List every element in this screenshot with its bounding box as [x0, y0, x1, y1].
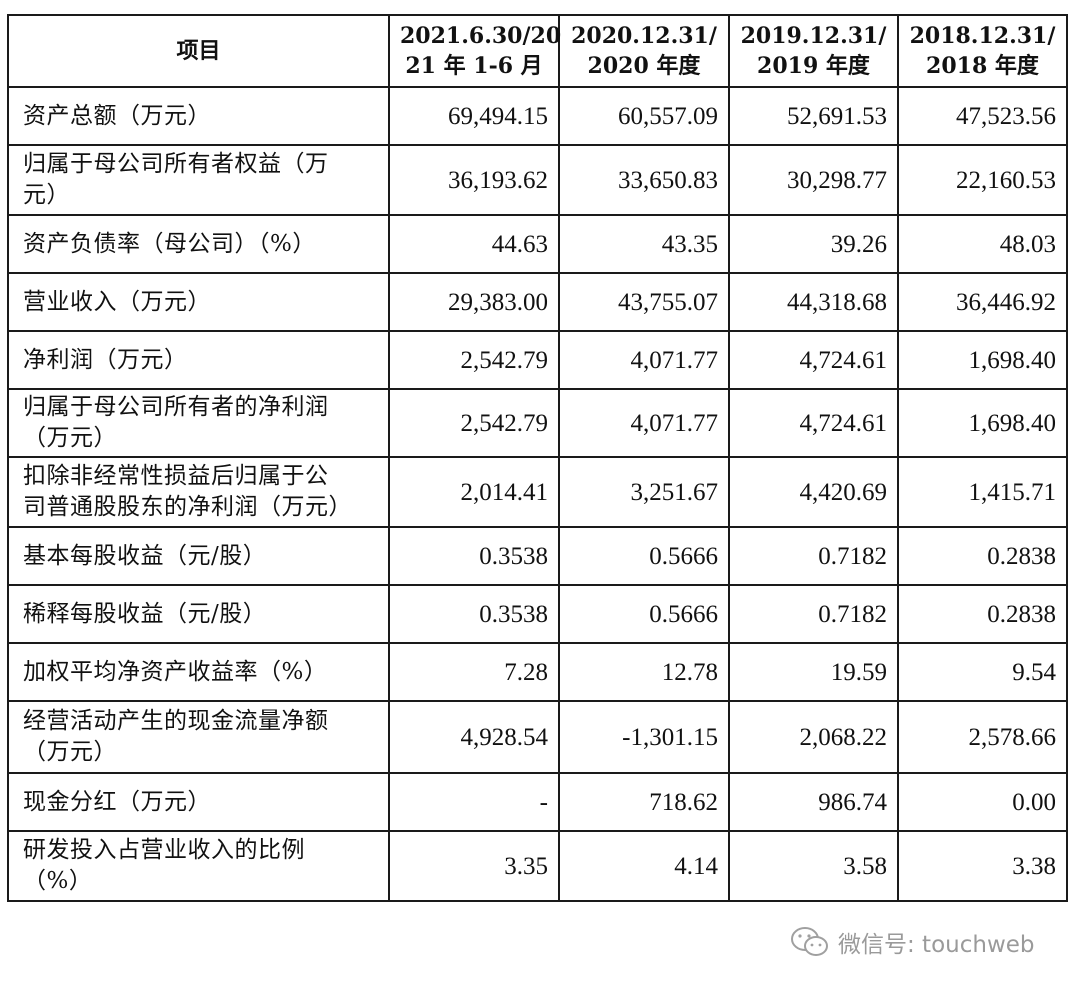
header-period-2019: 2019.12.31/ 2019 年度	[728, 14, 899, 88]
cell-value: 2,578.66	[897, 700, 1068, 774]
cell-value: 1,415.71	[897, 456, 1068, 528]
table-row: 研发投入占营业收入的比例 （%） 3.35 4.14 3.58 3.38	[7, 830, 1068, 902]
cell-value: 986.74	[728, 772, 899, 832]
cell-value: 1,698.40	[897, 330, 1068, 390]
cell-value: 60,557.09	[558, 86, 730, 146]
cell-value: 0.7182	[728, 584, 899, 644]
cell-value: 36,193.62	[388, 144, 560, 216]
table-row: 营业收入（万元） 29,383.00 43,755.07 44,318.68 3…	[7, 272, 1068, 332]
table-row: 加权平均净资产收益率（%） 7.28 12.78 19.59 9.54	[7, 642, 1068, 702]
cell-value: 22,160.53	[897, 144, 1068, 216]
cell-value: 1,698.40	[897, 388, 1068, 458]
row-label: 营业收入（万元）	[7, 272, 390, 332]
row-label: 扣除非经常性损益后归属于公 司普通股股东的净利润（万元）	[7, 456, 390, 528]
cell-value: 3.38	[897, 830, 1068, 902]
cell-value: 0.00	[897, 772, 1068, 832]
cell-value: 39.26	[728, 214, 899, 274]
table-row: 归属于母公司所有者的净利润 （万元） 2,542.79 4,071.77 4,7…	[7, 388, 1068, 458]
cell-value: 29,383.00	[388, 272, 560, 332]
cell-value: 7.28	[388, 642, 560, 702]
cell-value: 44.63	[388, 214, 560, 274]
cell-value: 0.2838	[897, 526, 1068, 586]
cell-value: 3.35	[388, 830, 560, 902]
cell-value: -1,301.15	[558, 700, 730, 774]
table-row: 经营活动产生的现金流量净额 （万元） 4,928.54 -1,301.15 2,…	[7, 700, 1068, 774]
cell-value: 4,071.77	[558, 388, 730, 458]
cell-value: 33,650.83	[558, 144, 730, 216]
table-row: 基本每股收益（元/股） 0.3538 0.5666 0.7182 0.2838	[7, 526, 1068, 586]
cell-value: 12.78	[558, 642, 730, 702]
header-period-2020: 2020.12.31/ 2020 年度	[558, 14, 730, 88]
cell-value: 0.2838	[897, 584, 1068, 644]
row-label: 现金分红（万元）	[7, 772, 390, 832]
watermark-text: 微信号: touchweb	[838, 932, 1035, 958]
row-label: 基本每股收益（元/股）	[7, 526, 390, 586]
cell-value: 2,068.22	[728, 700, 899, 774]
cell-value: 0.7182	[728, 526, 899, 586]
cell-value: 2,542.79	[388, 388, 560, 458]
table-row: 资产总额（万元） 69,494.15 60,557.09 52,691.53 4…	[7, 86, 1068, 146]
cell-value: 4.14	[558, 830, 730, 902]
header-item: 项目	[7, 14, 390, 88]
cell-value: 48.03	[897, 214, 1068, 274]
cell-value: 0.5666	[558, 526, 730, 586]
wechat-icon	[790, 926, 830, 958]
cell-value: 69,494.15	[388, 86, 560, 146]
row-label: 研发投入占营业收入的比例 （%）	[7, 830, 390, 902]
table-row: 归属于母公司所有者权益（万 元） 36,193.62 33,650.83 30,…	[7, 144, 1068, 216]
cell-value: 3,251.67	[558, 456, 730, 528]
cell-value: 718.62	[558, 772, 730, 832]
cell-value: 3.58	[728, 830, 899, 902]
cell-value: 43.35	[558, 214, 730, 274]
table-row: 净利润（万元） 2,542.79 4,071.77 4,724.61 1,698…	[7, 330, 1068, 390]
cell-value: 4,724.61	[728, 330, 899, 390]
cell-value: 52,691.53	[728, 86, 899, 146]
cell-value: 30,298.77	[728, 144, 899, 216]
cell-value: 0.5666	[558, 584, 730, 644]
row-label: 归属于母公司所有者的净利润 （万元）	[7, 388, 390, 458]
table-row: 扣除非经常性损益后归属于公 司普通股股东的净利润（万元） 2,014.41 3,…	[7, 456, 1068, 528]
cell-value: 19.59	[728, 642, 899, 702]
row-label: 加权平均净资产收益率（%）	[7, 642, 390, 702]
row-label: 资产总额（万元）	[7, 86, 390, 146]
cell-value: 4,724.61	[728, 388, 899, 458]
wechat-watermark: 微信号: touchweb	[790, 925, 1035, 959]
cell-value: 9.54	[897, 642, 1068, 702]
row-label: 归属于母公司所有者权益（万 元）	[7, 144, 390, 216]
row-label: 净利润（万元）	[7, 330, 390, 390]
cell-value: 2,014.41	[388, 456, 560, 528]
cell-value: 36,446.92	[897, 272, 1068, 332]
cell-value: 47,523.56	[897, 86, 1068, 146]
header-row: 项目 2021.6.30/20 21 年 1-6 月 2020.12.31/ 2…	[7, 14, 1068, 88]
row-label: 资产负债率（母公司）（%）	[7, 214, 390, 274]
cell-value: 0.3538	[388, 526, 560, 586]
header-period-2018: 2018.12.31/ 2018 年度	[897, 14, 1068, 88]
row-label: 稀释每股收益（元/股）	[7, 584, 390, 644]
table-row: 现金分红（万元） - 718.62 986.74 0.00	[7, 772, 1068, 832]
financial-table: 项目 2021.6.30/20 21 年 1-6 月 2020.12.31/ 2…	[7, 14, 1068, 902]
cell-value: 4,420.69	[728, 456, 899, 528]
cell-value: 4,928.54	[388, 700, 560, 774]
header-period-2021h1: 2021.6.30/20 21 年 1-6 月	[388, 14, 561, 88]
table-row: 资产负债率（母公司）（%） 44.63 43.35 39.26 48.03	[7, 214, 1068, 274]
row-label: 经营活动产生的现金流量净额 （万元）	[7, 700, 390, 774]
cell-value: 2,542.79	[388, 330, 560, 390]
cell-value: 0.3538	[388, 584, 560, 644]
cell-value: 44,318.68	[728, 272, 899, 332]
cell-value: -	[388, 772, 560, 832]
cell-value: 43,755.07	[558, 272, 730, 332]
table-row: 稀释每股收益（元/股） 0.3538 0.5666 0.7182 0.2838	[7, 584, 1068, 644]
cell-value: 4,071.77	[558, 330, 730, 390]
